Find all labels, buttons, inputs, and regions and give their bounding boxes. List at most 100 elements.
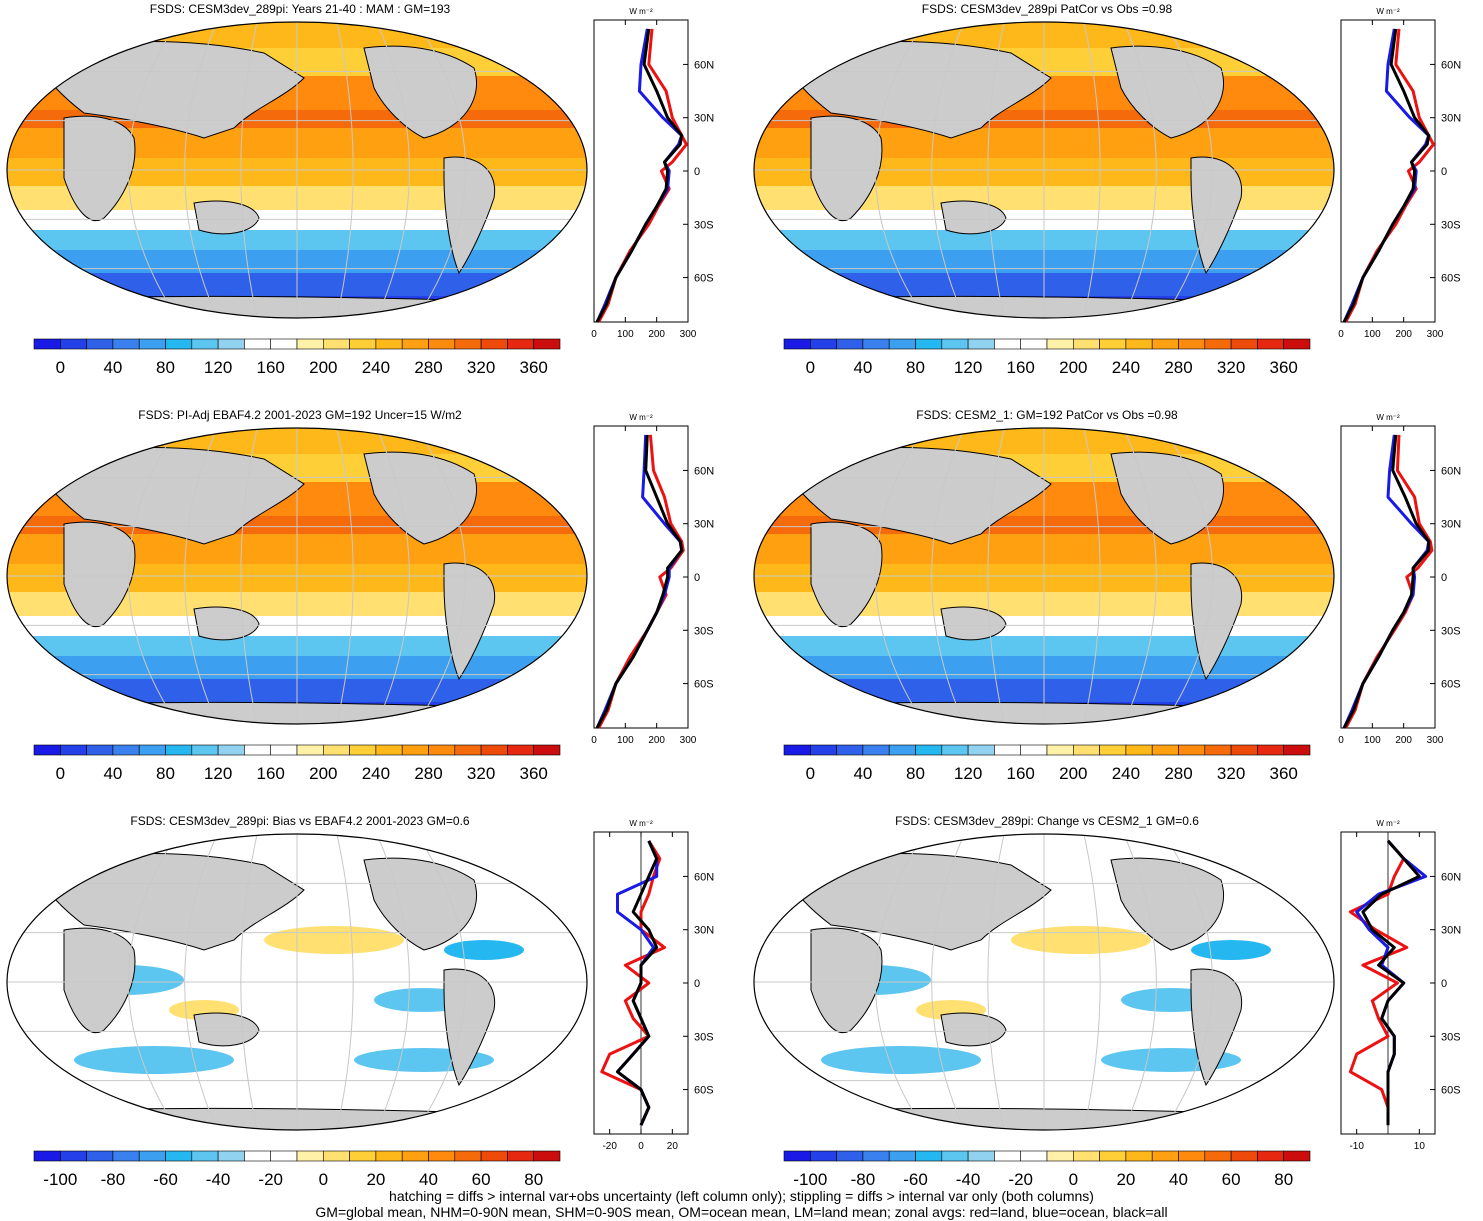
colorbar-cell [994, 744, 1021, 756]
zonal-lat-label: 60N [1441, 871, 1461, 883]
colorbar-cell [1072, 1150, 1100, 1162]
map-landmass [43, 295, 565, 318]
map-gridline [1163, 22, 1213, 318]
colorbar-label: 240 [1112, 764, 1140, 783]
colorbar-cell [994, 338, 1021, 350]
colorbar-cell [59, 744, 87, 756]
map-band [754, 250, 1334, 273]
colorbar-cell [165, 744, 193, 756]
zonal-x-label: 100 [1364, 329, 1381, 340]
colorbar-label: -80 [101, 1170, 126, 1189]
map-landmass [43, 701, 565, 724]
colorbar-cell [428, 338, 456, 350]
colorbar-cell [349, 744, 377, 756]
zonal-unit-label: W m⁻² [629, 819, 653, 828]
colorbar-cell [1099, 744, 1127, 756]
colorbar-label: 20 [1116, 1170, 1135, 1189]
colorbar-label: 240 [362, 358, 390, 377]
zonal-x-label: 300 [680, 329, 697, 340]
colorbar-cell [1257, 338, 1284, 350]
map-landmass [363, 857, 478, 951]
map-band [754, 273, 1334, 296]
colorbar-label: 200 [1059, 358, 1087, 377]
zonal-lat-label: 60S [1441, 679, 1461, 691]
colorbar-cell [112, 744, 140, 756]
colorbar-cell [138, 338, 166, 350]
colorbar-label: 120 [954, 764, 982, 783]
zonal-lat-label: 60S [694, 679, 714, 691]
colorbar-cell [375, 744, 403, 756]
colorbar-cell [533, 744, 561, 756]
colorbar-label: 0 [806, 358, 815, 377]
map-anomaly [1011, 926, 1151, 954]
colorbar-label: 240 [1112, 358, 1140, 377]
colorbar-cell [33, 744, 61, 756]
zonal-plot-6: W m⁻² 60N 30N 0 30S 60S -10 10 [1340, 819, 1461, 1152]
colorbar-cell [888, 744, 916, 756]
zonal-lat-label: 0 [1441, 978, 1447, 990]
colorbar-cell [1230, 1150, 1258, 1162]
colorbar-cell [967, 744, 995, 756]
colorbar-cell [59, 1150, 87, 1162]
zonal-lat-label: 60S [1441, 1085, 1461, 1097]
colorbar-cell [809, 338, 837, 350]
colorbar-cell [507, 338, 534, 350]
map-gridline [931, 22, 965, 318]
map-gridline [376, 22, 410, 318]
zonal-series-all [595, 434, 684, 729]
zonal-plot-3: W m⁻² 60N 30N 0 30S 60S 0 100 200 300 [591, 413, 714, 746]
footer-line-2: GM=global mean, NHM=0-90N mean, SHM=0-90… [315, 1204, 1168, 1220]
colorbar-cell [1230, 744, 1258, 756]
colorbar-cell [165, 338, 193, 350]
zonal-unit-label: W m⁻² [1376, 7, 1400, 16]
map-gridline [987, 834, 1005, 1130]
map-band [4, 724, 594, 734]
zonal-x-label: 0 [591, 735, 597, 746]
zonal-x-label: -20 [602, 1141, 617, 1152]
colorbar-cell [1046, 744, 1074, 756]
map-landmass [1110, 451, 1225, 545]
map-gridline [875, 834, 925, 1130]
map-band [754, 636, 1334, 656]
map-band [754, 656, 1334, 679]
colorbar-label: 160 [1007, 358, 1035, 377]
map-gridline [1083, 428, 1101, 724]
colorbar-cell [349, 338, 377, 350]
zonal-lat-label: 60N [694, 871, 714, 883]
zonal-x-label: 100 [617, 735, 634, 746]
zonal-plot-4: W m⁻² 60N 30N 0 30S 60S 0 100 200 300 [1338, 413, 1461, 746]
colorbar-label: 200 [309, 358, 337, 377]
map-band [4, 318, 594, 328]
colorbar-label: 40 [103, 358, 122, 377]
colorbar-cell [1257, 744, 1284, 756]
map-gridline [376, 834, 410, 1130]
colorbar-cell [994, 1150, 1021, 1162]
colorbar-label: 40 [103, 764, 122, 783]
map-gridline [184, 22, 218, 318]
colorbar-cell [915, 1150, 943, 1162]
colorbar-cell [270, 338, 298, 350]
colorbar-cell [1046, 338, 1074, 350]
colorbar-label: 0 [56, 358, 65, 377]
zonal-x-label: 200 [648, 329, 665, 340]
zonal-series-ocean [595, 434, 684, 729]
colorbar-label: 320 [467, 764, 495, 783]
colorbar-cell [967, 338, 995, 350]
colorbar-cell [375, 1150, 403, 1162]
zonal-frame [593, 425, 689, 729]
panel-title-4: FSDS: CESM2_1: GM=192 PatCor vs Obs =0.9… [916, 408, 1178, 422]
map-gridline [875, 22, 925, 318]
zonal-x-label: -10 [1349, 1141, 1364, 1152]
colorbar-cell [428, 1150, 456, 1162]
map-gridline [128, 834, 178, 1130]
map-gridline [1123, 22, 1157, 318]
zonal-series-ocean [1342, 434, 1431, 729]
map-gridline [336, 428, 354, 724]
zonal-lat-label: 0 [1441, 166, 1447, 178]
colorbar-cell [112, 338, 140, 350]
map-gridline [336, 834, 354, 1130]
zonal-lat-label: 60N [694, 59, 714, 71]
colorbar-cell [1046, 1150, 1074, 1162]
colorbar-label: 280 [414, 764, 442, 783]
map-border [6, 427, 588, 725]
